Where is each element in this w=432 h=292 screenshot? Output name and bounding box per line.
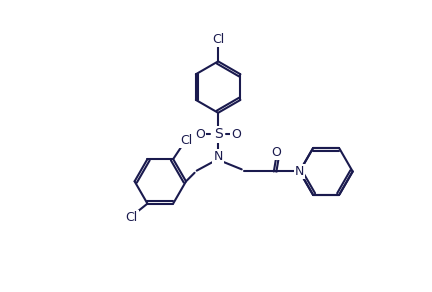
Text: O: O <box>271 146 281 159</box>
Text: O: O <box>231 128 241 141</box>
Text: S: S <box>214 127 222 141</box>
Text: N: N <box>295 165 304 178</box>
Text: N: N <box>213 150 223 163</box>
Text: Cl: Cl <box>181 134 193 147</box>
Text: O: O <box>195 128 205 141</box>
Text: Cl: Cl <box>212 33 224 46</box>
Text: Cl: Cl <box>125 211 137 224</box>
